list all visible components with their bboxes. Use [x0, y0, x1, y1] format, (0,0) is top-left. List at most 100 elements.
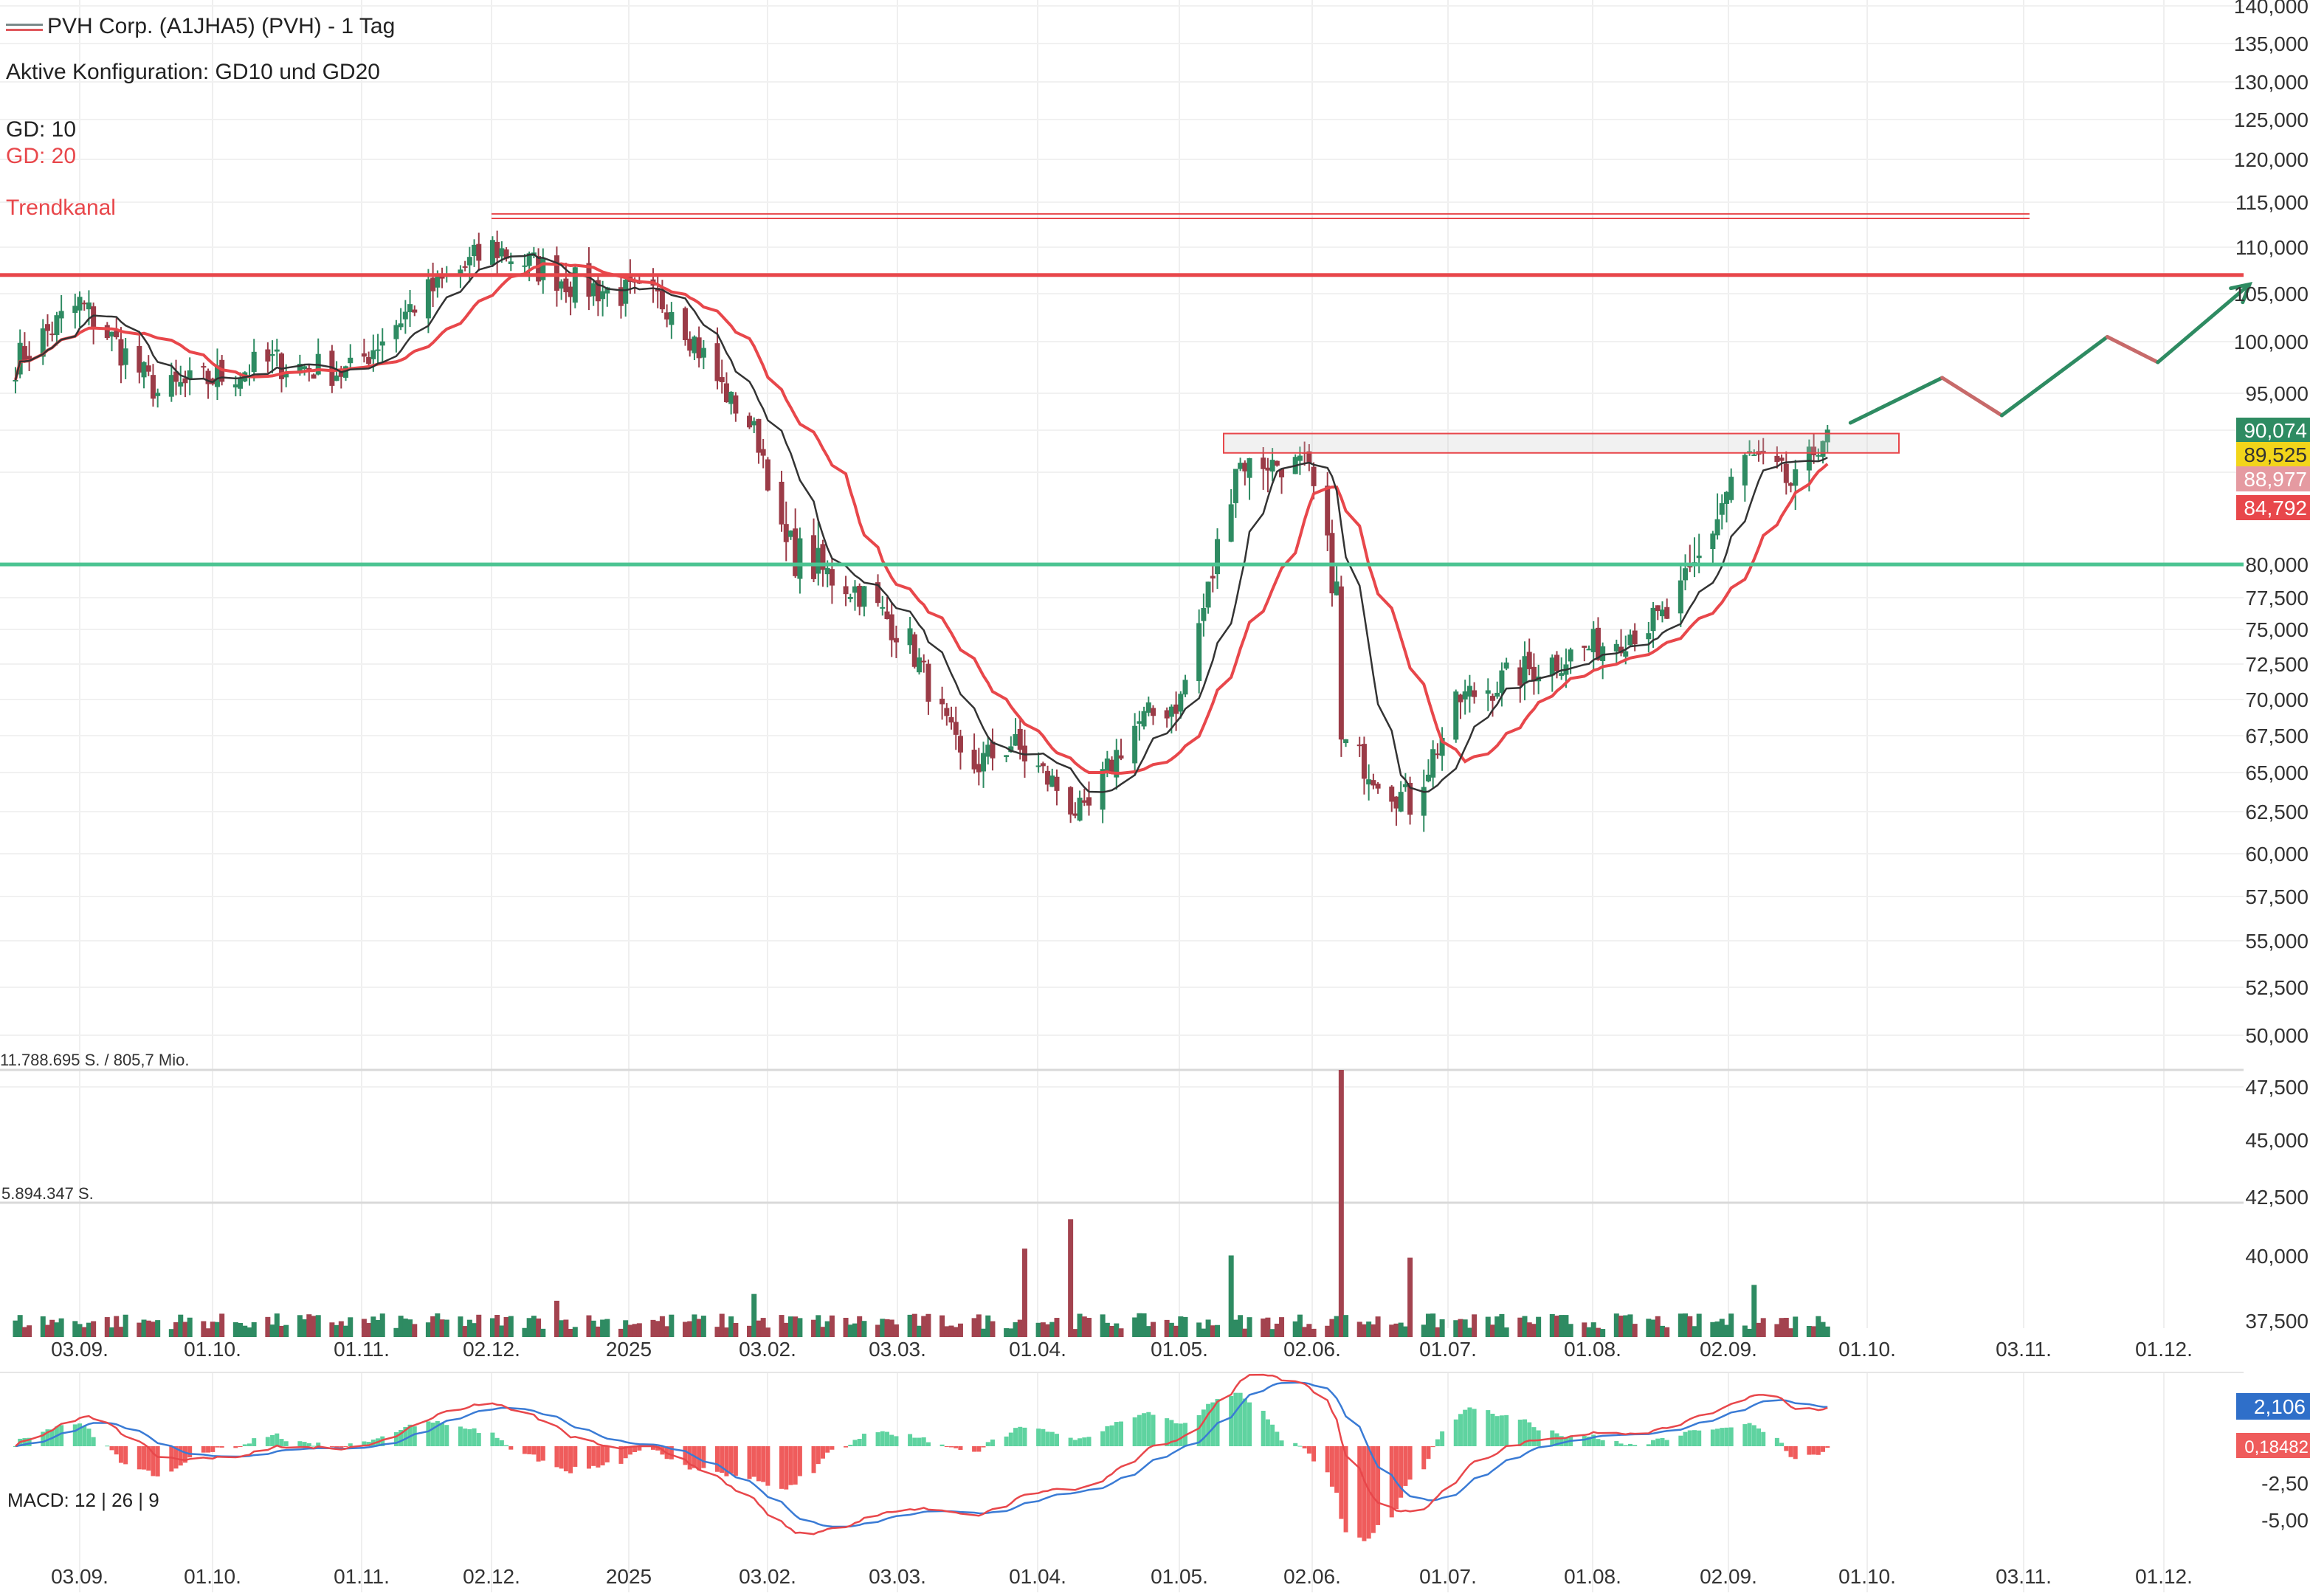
volume-bar	[884, 1319, 890, 1337]
volume-bar	[370, 1316, 376, 1337]
volume-bar	[311, 1316, 317, 1337]
volume-bar	[1196, 1322, 1202, 1337]
candle-body	[1132, 725, 1138, 764]
candle-body	[1623, 651, 1629, 657]
volume-bar	[636, 1323, 642, 1337]
macd-histogram-bar	[1472, 1409, 1477, 1446]
macd-histogram-bar	[1082, 1437, 1087, 1446]
volume-bar	[687, 1321, 693, 1337]
candle-body	[1215, 539, 1221, 575]
candle-body	[1398, 792, 1404, 812]
x-axis-tick-label: 02.06.	[1283, 1338, 1341, 1361]
gd20-line	[14, 262, 1829, 775]
macd-histogram-bar	[472, 1428, 477, 1446]
candle-body	[1306, 451, 1312, 463]
macd-histogram-bar	[756, 1446, 761, 1482]
x-axis-tick-label: 01.11.	[334, 1565, 390, 1588]
candle-body	[1659, 609, 1665, 617]
volume-bar	[425, 1322, 431, 1337]
volume-bar	[590, 1320, 596, 1337]
candle-body	[472, 244, 477, 257]
macd-histogram-bar	[306, 1443, 311, 1446]
macd-histogram-bar	[912, 1437, 917, 1446]
volume-bar	[893, 1324, 899, 1337]
macd-histogram-bar	[329, 1446, 334, 1448]
macd-histogram-bar	[1435, 1439, 1440, 1446]
candles	[13, 230, 1830, 832]
price-marker-label: 89,525	[2244, 443, 2307, 466]
macd-histogram-bar	[1247, 1402, 1252, 1446]
volume-bar	[503, 1316, 509, 1337]
candle-body	[981, 753, 987, 772]
x-axis-tick-label: 01.10.	[184, 1565, 241, 1588]
candle-body	[361, 353, 367, 357]
candle-body	[779, 481, 785, 525]
candle-body	[58, 311, 64, 319]
macd-histogram-bar	[687, 1446, 692, 1470]
candle-body	[1494, 692, 1500, 697]
macd-histogram-bar	[1146, 1412, 1151, 1446]
volume-bar	[1375, 1316, 1381, 1337]
candle-body	[824, 567, 830, 575]
candle-body	[49, 334, 55, 336]
macd-histogram-bar	[747, 1446, 752, 1479]
candle-body	[559, 281, 565, 289]
volume-bar	[1453, 1320, 1459, 1337]
volume-bar	[366, 1323, 372, 1337]
candle-body	[1338, 586, 1344, 740]
volume-bar	[563, 1319, 569, 1337]
volume-bar	[723, 1327, 729, 1337]
candle-body	[1714, 519, 1720, 536]
macd-histogram-bar	[604, 1446, 610, 1462]
macd-histogram-bar	[265, 1437, 270, 1446]
volume-bar	[72, 1321, 78, 1337]
y-axis-labels: 140,000 135,000 130,000 125,000 120,000 115,0…	[2234, 0, 2309, 1333]
macd-histogram-bar	[1078, 1438, 1083, 1446]
legend-title-row: PVH Corp. (A1JHA5) (PVH) - 1 Tag	[6, 13, 395, 40]
volume-bar	[173, 1322, 179, 1337]
volume-bar	[1182, 1316, 1188, 1337]
x-axis-tick-label: 02.06.	[1283, 1565, 1341, 1588]
macd-y-tick-label: -2,50	[2261, 1472, 2309, 1495]
macd-histogram-bar	[1049, 1431, 1055, 1446]
candle-body	[1466, 685, 1472, 697]
candle-body	[1742, 455, 1748, 486]
candle-body	[618, 287, 624, 306]
candle-body	[375, 349, 381, 351]
volume-bar	[1072, 1329, 1078, 1337]
forecast-segment	[2105, 335, 2160, 365]
candle-body	[466, 257, 472, 266]
candle-body	[1366, 779, 1372, 785]
macd-histogram-bar	[182, 1446, 187, 1463]
volume-bar	[1325, 1325, 1331, 1337]
candle-body	[1151, 708, 1156, 716]
candle-body	[861, 586, 867, 607]
macd-histogram-bar	[1399, 1446, 1404, 1498]
candle-body	[182, 378, 188, 384]
macd-histogram-bar	[210, 1446, 216, 1452]
candle-body	[1462, 691, 1468, 699]
volume-bar	[733, 1322, 739, 1337]
macd-histogram-bar	[45, 1429, 50, 1446]
volume-bar	[77, 1324, 83, 1337]
volume-bar	[939, 1315, 945, 1337]
gd10-line	[14, 253, 1828, 793]
candle-body	[1811, 446, 1817, 455]
volume-bar	[1613, 1313, 1619, 1337]
macd-histogram-bar	[894, 1436, 899, 1446]
volume-bar	[1132, 1317, 1138, 1337]
candle-body	[811, 535, 817, 579]
volume-bar	[265, 1316, 271, 1337]
volume-bar	[1045, 1324, 1051, 1337]
candle-body	[1710, 533, 1716, 550]
macd-histogram-bar	[844, 1446, 849, 1448]
candle-body	[1228, 504, 1234, 542]
candle-body	[1040, 763, 1046, 767]
x-axis-tick-label: 03.03.	[869, 1338, 926, 1361]
y-axis-tick-label: 100,000	[2234, 331, 2309, 353]
candle-body	[476, 243, 482, 261]
volume-bar	[595, 1326, 601, 1337]
macd-histogram-bar	[1270, 1424, 1275, 1446]
macd-histogram-bar	[1339, 1446, 1344, 1519]
